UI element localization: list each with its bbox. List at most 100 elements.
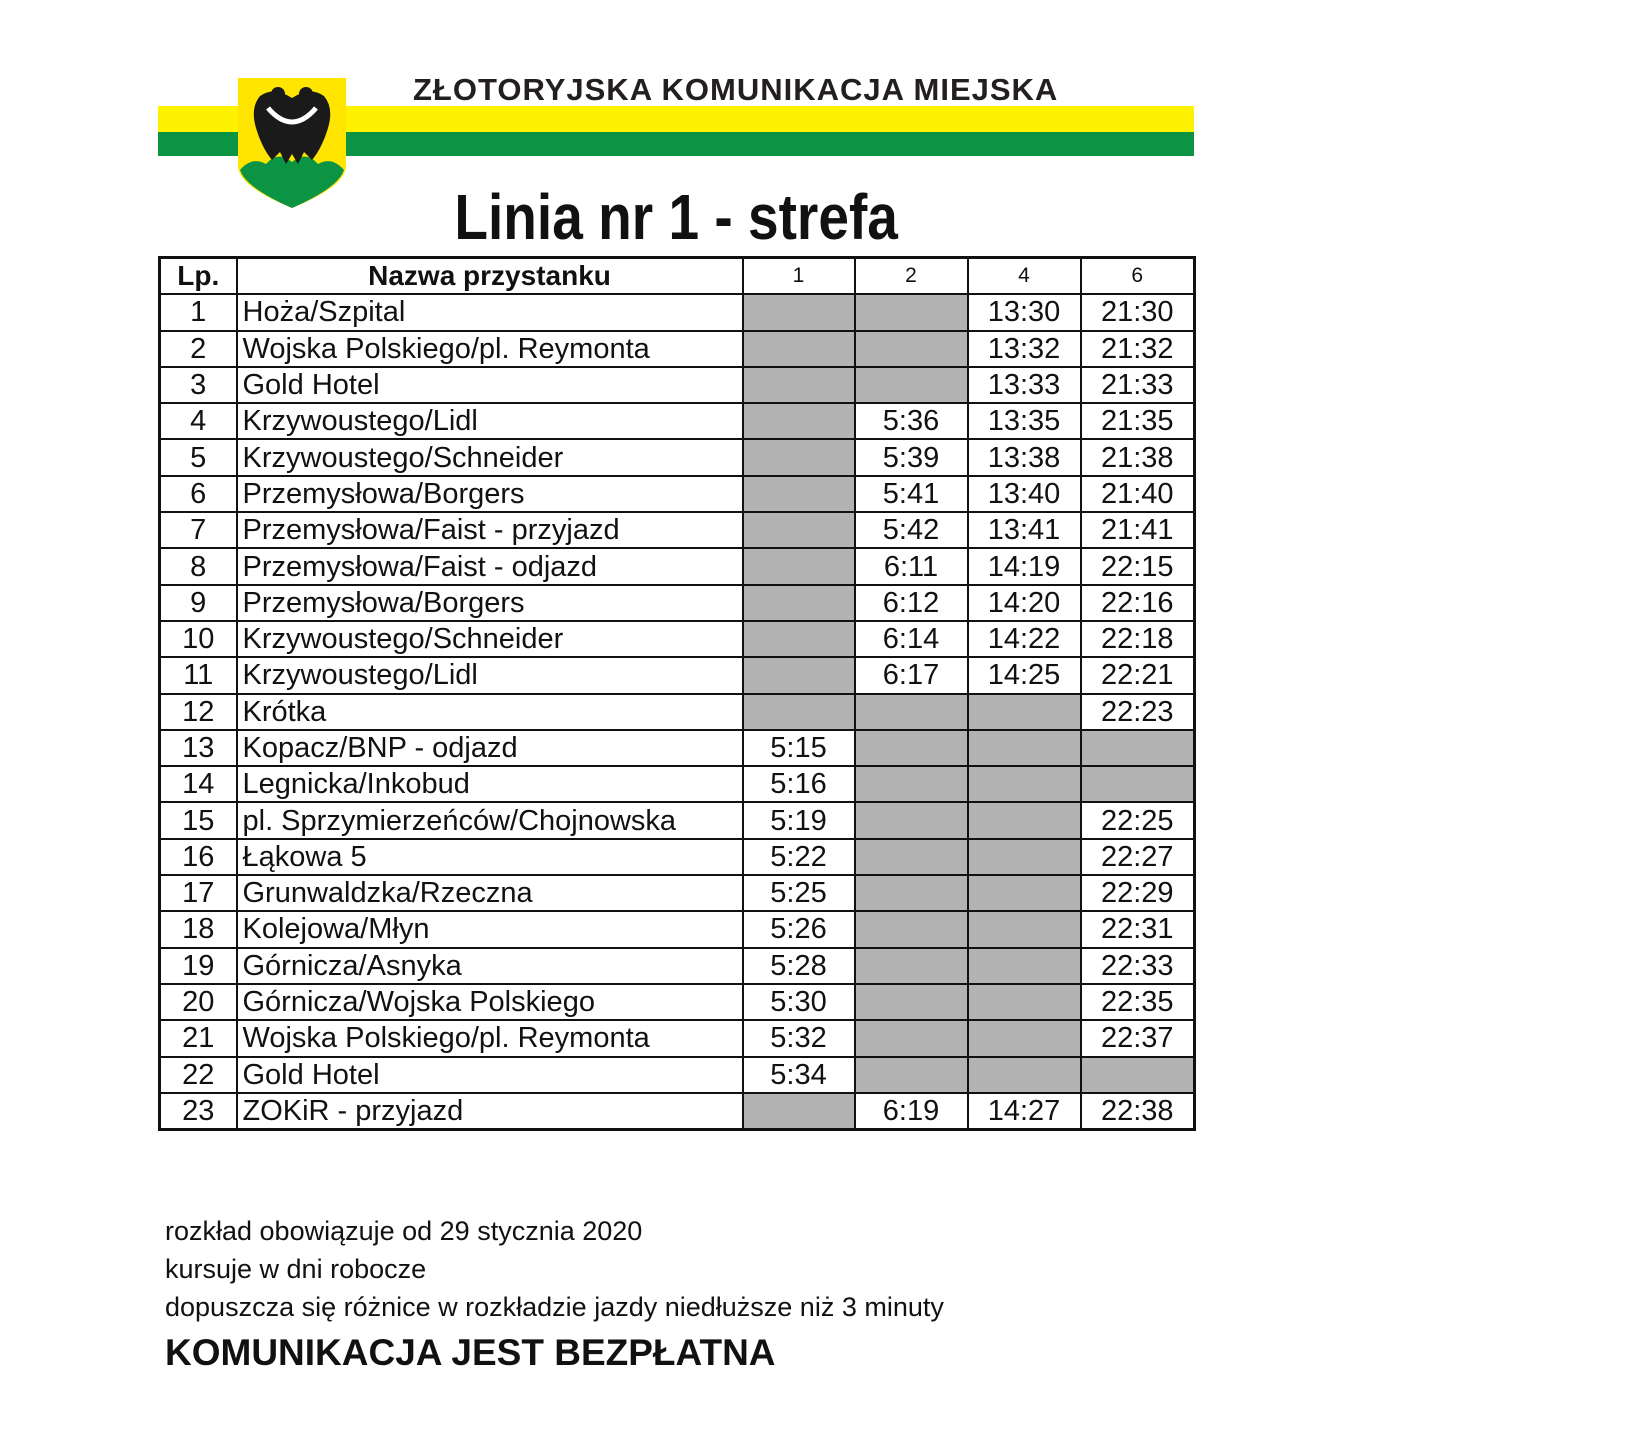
no-service-cell: [853, 910, 969, 949]
departure-time: 22:15: [1079, 547, 1196, 586]
departure-time: 5:26: [741, 910, 856, 949]
no-service-cell: [966, 946, 1082, 985]
header-course-1: 1: [741, 256, 856, 296]
stop-name: Przemysłowa/Faist - przyjazd: [235, 511, 744, 550]
no-service-cell: [741, 329, 856, 368]
departure-time: 13:32: [966, 329, 1082, 368]
stop-name: Górnicza/Asnyka: [235, 946, 744, 985]
departure-time: 21:35: [1079, 402, 1196, 441]
no-service-cell: [741, 619, 856, 659]
no-service-cell: [966, 910, 1082, 949]
stop-name: Krótka: [235, 692, 744, 731]
stop-name: pl. Sprzymierzeńców/Chojnowska: [235, 801, 744, 840]
departure-time: 5:28: [741, 946, 856, 985]
row-number: 1: [158, 293, 238, 332]
departure-time: 5:22: [741, 837, 856, 877]
departure-time: 22:38: [1079, 1091, 1196, 1131]
departure-time: 5:15: [741, 728, 856, 768]
row-number: 19: [158, 946, 238, 985]
no-service-cell: [741, 511, 856, 550]
no-service-cell: [966, 1055, 1082, 1094]
table-row: 19 Górnicza/Asnyka 5:28 22:33: [158, 946, 1196, 985]
row-number: 6: [158, 474, 238, 514]
departure-time: 6:17: [853, 656, 969, 695]
departure-time: 21:41: [1079, 511, 1196, 550]
table-row: 17 Grunwaldzka/Rzeczna 5:25 22:29: [158, 874, 1196, 913]
stop-name: Przemysłowa/Borgers: [235, 474, 744, 514]
stop-name: Przemysłowa/Faist - odjazd: [235, 547, 744, 586]
no-service-cell: [741, 583, 856, 622]
no-service-cell: [966, 837, 1082, 877]
departure-time: 22:35: [1079, 982, 1196, 1022]
table-row: 14 Legnicka/Inkobud 5:16: [158, 765, 1196, 804]
table-row: 4 Krzywoustego/Lidl 5:36 13:35 21:35: [158, 402, 1196, 441]
no-service-cell: [1079, 1055, 1196, 1094]
table-row: 1 Hoża/Szpital 13:30 21:30: [158, 293, 1196, 332]
header-course-6: 6: [1079, 256, 1196, 296]
stop-name: Wojska Polskiego/pl. Reymonta: [235, 329, 744, 368]
departure-time: 5:25: [741, 874, 856, 913]
table-row: 20 Górnicza/Wojska Polskiego 5:30 22:35: [158, 982, 1196, 1022]
departure-time: 6:11: [853, 547, 969, 586]
departure-time: 6:12: [853, 583, 969, 622]
no-service-cell: [1079, 765, 1196, 804]
table-row: 12 Krótka 22:23: [158, 692, 1196, 731]
departure-time: 13:30: [966, 293, 1082, 332]
no-service-cell: [966, 1019, 1082, 1058]
departure-time: 22:31: [1079, 910, 1196, 949]
header-lp: Lp.: [158, 256, 238, 296]
no-service-cell: [853, 765, 969, 804]
table-row: 23 ZOKiR - przyjazd 6:19 14:27 22:38: [158, 1091, 1196, 1131]
departure-time: 5:16: [741, 765, 856, 804]
no-service-cell: [853, 1019, 969, 1058]
row-number: 13: [158, 728, 238, 768]
stop-name: Hoża/Szpital: [235, 293, 744, 332]
departure-time: 21:32: [1079, 329, 1196, 368]
departure-time: 21:40: [1079, 474, 1196, 514]
table-row: 7 Przemysłowa/Faist - przyjazd 5:42 13:41 21…: [158, 511, 1196, 550]
row-number: 15: [158, 801, 238, 840]
departure-time: 22:25: [1079, 801, 1196, 840]
note-valid-from: rozkład obowiązuje od 29 stycznia 2020: [165, 1216, 643, 1246]
row-number: 23: [158, 1091, 238, 1131]
departure-time: 13:40: [966, 474, 1082, 514]
table-header-row: Lp. Nazwa przystanku 1 2 4 6: [158, 256, 1196, 296]
departure-time: 5:30: [741, 982, 856, 1022]
row-number: 16: [158, 837, 238, 877]
departure-time: 5:42: [853, 511, 969, 550]
no-service-cell: [966, 801, 1082, 840]
table-row: 3 Gold Hotel 13:33 21:33: [158, 365, 1196, 405]
table-row: 16 Łąkowa 5 5:22 22:27: [158, 837, 1196, 877]
coat-of-arms-logo: [238, 78, 346, 208]
table-row: 15 pl. Sprzymierzeńców/Chojnowska 5:19 22:2…: [158, 801, 1196, 840]
header-course-4: 4: [966, 256, 1082, 296]
departure-time: 13:33: [966, 365, 1082, 405]
page-title: Linia nr 1 - strefa: [454, 181, 898, 253]
table-row: 9 Przemysłowa/Borgers 6:12 14:20 22:16: [158, 583, 1196, 622]
no-service-cell: [741, 1091, 856, 1131]
departure-time: 22:16: [1079, 583, 1196, 622]
row-number: 17: [158, 874, 238, 913]
row-number: 20: [158, 982, 238, 1022]
departure-time: 14:25: [966, 656, 1082, 695]
row-number: 21: [158, 1019, 238, 1058]
departure-time: 6:14: [853, 619, 969, 659]
table-row: 10 Krzywoustego/Schneider 6:14 14:22 22:18: [158, 619, 1196, 659]
departure-time: 5:19: [741, 801, 856, 840]
no-service-cell: [966, 874, 1082, 913]
no-service-cell: [1079, 728, 1196, 768]
departure-time: 21:30: [1079, 293, 1196, 332]
stop-name: Krzywoustego/Lidl: [235, 402, 744, 441]
table-row: 2 Wojska Polskiego/pl. Reymonta 13:32 21:32: [158, 329, 1196, 368]
no-service-cell: [741, 692, 856, 731]
no-service-cell: [853, 728, 969, 768]
stop-name: Legnicka/Inkobud: [235, 765, 744, 804]
no-service-cell: [741, 293, 856, 332]
row-number: 5: [158, 438, 238, 477]
departure-time: 13:38: [966, 438, 1082, 477]
no-service-cell: [853, 801, 969, 840]
stop-name: Krzywoustego/Lidl: [235, 656, 744, 695]
table-row: 5 Krzywoustego/Schneider 5:39 13:38 21:38: [158, 438, 1196, 477]
row-number: 18: [158, 910, 238, 949]
timetable-body: 1 Hoża/Szpital 13:30 21:30 2 Wojska Polskiego…: [158, 293, 1196, 1131]
